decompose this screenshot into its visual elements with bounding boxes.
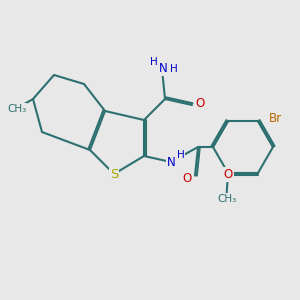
Text: N: N	[167, 156, 176, 169]
Text: O: O	[182, 172, 191, 185]
Text: O: O	[196, 97, 205, 110]
Text: S: S	[110, 167, 118, 181]
Text: CH₃: CH₃	[7, 103, 26, 114]
Text: H: H	[150, 57, 158, 68]
Text: H: H	[177, 150, 184, 161]
Text: O: O	[224, 168, 232, 181]
Text: CH₃: CH₃	[217, 194, 236, 204]
Text: Br: Br	[268, 112, 282, 124]
Text: N: N	[159, 62, 168, 76]
Text: H: H	[169, 64, 177, 74]
